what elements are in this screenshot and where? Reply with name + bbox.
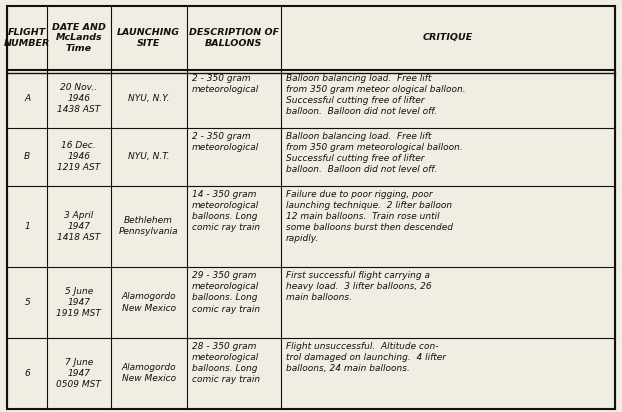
Text: 5 June
1947
1919 MST: 5 June 1947 1919 MST bbox=[57, 287, 101, 318]
Text: Failure due to poor rigging, poor
launching technique.  2 lifter balloon
12 main: Failure due to poor rigging, poor launch… bbox=[285, 190, 453, 243]
Text: 14 - 350 gram
meteorological
balloons. Long
comic ray train: 14 - 350 gram meteorological balloons. L… bbox=[192, 190, 259, 232]
Text: Bethlehem
Pennsylvania: Bethlehem Pennsylvania bbox=[119, 216, 179, 236]
Text: 29 - 350 gram
meteorological
balloons. Long
comic ray train: 29 - 350 gram meteorological balloons. L… bbox=[192, 271, 259, 314]
Text: 7 June
1947
0509 MST: 7 June 1947 0509 MST bbox=[57, 358, 101, 389]
Text: LAUNCHING
SITE: LAUNCHING SITE bbox=[117, 28, 180, 48]
Text: DATE AND
McLands
Time: DATE AND McLands Time bbox=[52, 23, 106, 53]
Text: NYU, N.Y.: NYU, N.Y. bbox=[128, 94, 169, 103]
Text: 6: 6 bbox=[24, 369, 30, 378]
Text: 28 - 350 gram
meteorological
balloons. Long
comic ray train: 28 - 350 gram meteorological balloons. L… bbox=[192, 342, 259, 384]
Text: A: A bbox=[24, 94, 30, 103]
Text: First successful flight carrying a
heavy load.  3 lifter balloons, 26
main ballo: First successful flight carrying a heavy… bbox=[285, 271, 431, 302]
Text: 5: 5 bbox=[24, 298, 30, 307]
Text: 2 - 350 gram
meteorological: 2 - 350 gram meteorological bbox=[192, 74, 259, 94]
Text: Alamogordo
New Mexico: Alamogordo New Mexico bbox=[121, 293, 176, 313]
Text: 1: 1 bbox=[24, 222, 30, 231]
Text: CRITIQUE: CRITIQUE bbox=[422, 33, 473, 42]
Text: DESCRIPTION OF
BALLOONS: DESCRIPTION OF BALLOONS bbox=[188, 28, 279, 48]
Text: 20 Nov..
1946
1438 AST: 20 Nov.. 1946 1438 AST bbox=[57, 83, 100, 114]
Text: Balloon balancing load.  Free lift
from 350 gram meteor ological balloon.
Succes: Balloon balancing load. Free lift from 3… bbox=[285, 74, 465, 116]
Text: 2 - 350 gram
meteorological: 2 - 350 gram meteorological bbox=[192, 132, 259, 152]
Text: Alamogordo
New Mexico: Alamogordo New Mexico bbox=[121, 363, 176, 383]
Text: 3 April
1947
1418 AST: 3 April 1947 1418 AST bbox=[57, 211, 100, 242]
Text: NYU, N.T.: NYU, N.T. bbox=[128, 152, 169, 161]
Text: 16 Dec.
1946
1219 AST: 16 Dec. 1946 1219 AST bbox=[57, 141, 100, 172]
Text: Balloon balancing load.  Free lift
from 350 gram meteorological balloon.
Success: Balloon balancing load. Free lift from 3… bbox=[285, 132, 462, 174]
Text: Flight unsuccessful.  Altitude con-
trol damaged on launching.  4 lifter
balloon: Flight unsuccessful. Altitude con- trol … bbox=[285, 342, 445, 373]
Text: B: B bbox=[24, 152, 30, 161]
Text: FLIGHT
NUMBER: FLIGHT NUMBER bbox=[4, 28, 50, 48]
